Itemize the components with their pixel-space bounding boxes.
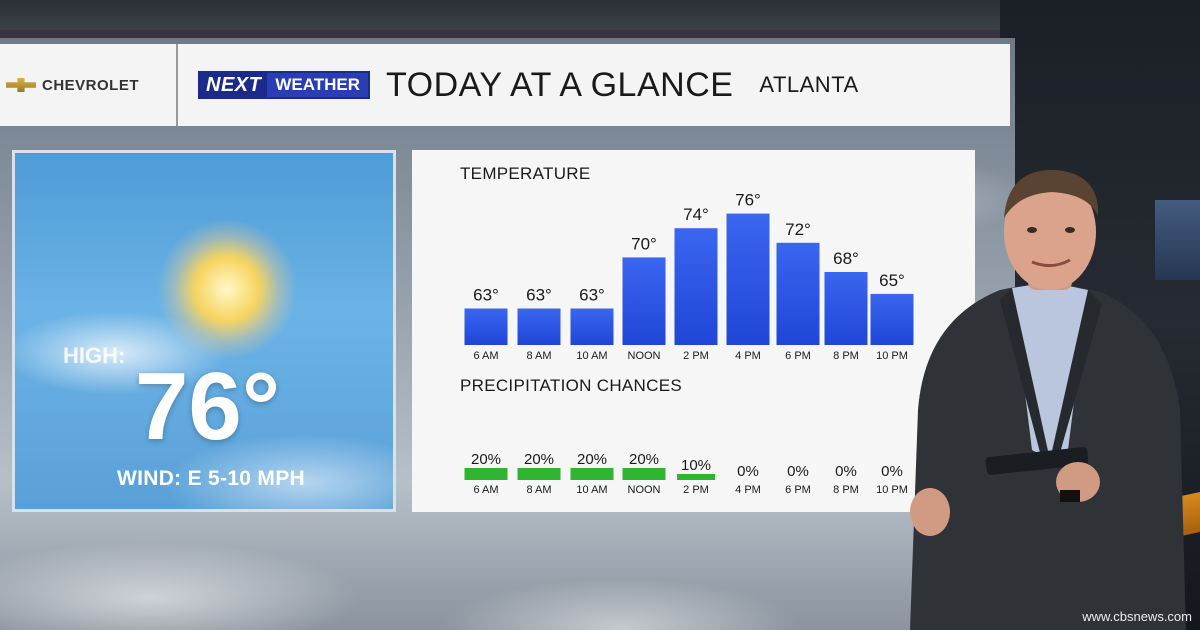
temp-bar-5 <box>726 213 770 345</box>
precip-bar-0 <box>464 468 508 480</box>
brand-weather: WEATHER <box>267 73 369 97</box>
precip-value-label-6: 0% <box>787 463 809 480</box>
meteorologist <box>910 169 1186 630</box>
temp-bar-6 <box>776 242 820 345</box>
precip-hour-label-6: 6 PM <box>785 484 811 496</box>
temp-hour-label-5: 4 PM <box>735 350 761 362</box>
precip-value-label-3: 20% <box>629 451 659 468</box>
temp-hour-label-4: 2 PM <box>683 350 709 362</box>
high-temperature-panel: HIGH: 76° WIND: E 5-10 MPH <box>12 150 396 512</box>
precip-value-label-4: 10% <box>681 457 711 474</box>
hourly-charts: 63° 6 AM 63° 8 AM 63° 10 AM 70° NOON 74° 2 PM 76° 4… <box>464 191 914 496</box>
precip-hour-label-4: 2 PM <box>683 484 709 496</box>
precip-value-label-1: 20% <box>524 451 554 468</box>
precip-hour-label-0: 6 AM <box>473 484 498 496</box>
precip-bar-4 <box>677 474 715 480</box>
precip-hour-label-1: 8 AM <box>526 484 551 496</box>
brand-next: NEXT <box>206 73 262 96</box>
source-credit: www.cbsnews.com <box>1082 609 1192 624</box>
city-name: ATLANTA <box>759 72 859 97</box>
temp-bar-3 <box>622 257 666 345</box>
precip-hour-label-3: NOON <box>628 484 661 496</box>
precip-value-label-5: 0% <box>737 463 759 480</box>
temp-value-label-8: 65° <box>879 271 905 290</box>
temp-hour-label-2: 10 AM <box>576 350 607 362</box>
precip-value-label-2: 20% <box>577 451 607 468</box>
temp-bar-0 <box>464 308 508 345</box>
next-weather-logo: NEXT WEATHER <box>198 71 371 99</box>
temp-value-label-2: 63° <box>579 286 605 305</box>
precip-bar-3 <box>622 468 666 480</box>
precip-hour-label-7: 8 PM <box>833 484 859 496</box>
temp-hour-label-8: 10 PM <box>876 350 908 362</box>
precip-bar-1 <box>517 468 561 480</box>
precip-hour-label-5: 4 PM <box>735 484 761 496</box>
temp-value-label-4: 74° <box>683 205 709 224</box>
precip-value-label-8: 0% <box>881 463 903 480</box>
graphic-header: CHEVROLET NEXT WEATHER TODAY AT A GLANCE… <box>0 44 1010 126</box>
high-label: HIGH: <box>63 343 126 368</box>
temp-bar-2 <box>570 308 614 345</box>
sponsor-name: CHEVROLET <box>42 76 140 94</box>
temp-hour-label-6: 6 PM <box>785 350 811 362</box>
temp-bar-7 <box>824 272 868 345</box>
temp-hour-label-0: 6 AM <box>473 350 498 362</box>
high-value: 76° <box>135 353 281 460</box>
temp-value-label-1: 63° <box>526 286 552 305</box>
page-title: TODAY AT A GLANCE <box>386 65 734 104</box>
temp-bar-4 <box>674 228 718 345</box>
temp-value-label-6: 72° <box>785 220 811 239</box>
temp-bar-1 <box>517 308 561 345</box>
temp-value-label-7: 68° <box>833 249 859 268</box>
temp-value-label-0: 63° <box>473 286 499 305</box>
precip-bar-2 <box>570 468 614 480</box>
temp-value-label-3: 70° <box>631 234 657 253</box>
temp-hour-label-1: 8 AM <box>526 350 551 362</box>
temp-bar-8 <box>870 293 914 345</box>
precip-hour-label-8: 10 PM <box>876 484 908 496</box>
temp-value-label-5: 76° <box>735 191 761 210</box>
studio-monitor <box>1155 200 1200 280</box>
hourly-forecast-panel: TEMPERATURE PRECIPITATION CHANCES 63° 6 A… <box>412 150 975 512</box>
sponsor-logo: CHEVROLET <box>0 44 178 126</box>
precip-value-label-7: 0% <box>835 463 857 480</box>
temp-hour-label-7: 8 PM <box>833 350 859 362</box>
temp-hour-label-3: NOON <box>628 350 661 362</box>
precip-hour-label-2: 10 AM <box>576 484 607 496</box>
precip-value-label-0: 20% <box>471 451 501 468</box>
temperature-chart-title: TEMPERATURE <box>460 164 591 183</box>
wind-text: WIND: E 5-10 MPH <box>117 467 305 490</box>
bowtie-icon <box>6 78 36 92</box>
precipitation-chart-title: PRECIPITATION CHANCES <box>460 376 682 395</box>
